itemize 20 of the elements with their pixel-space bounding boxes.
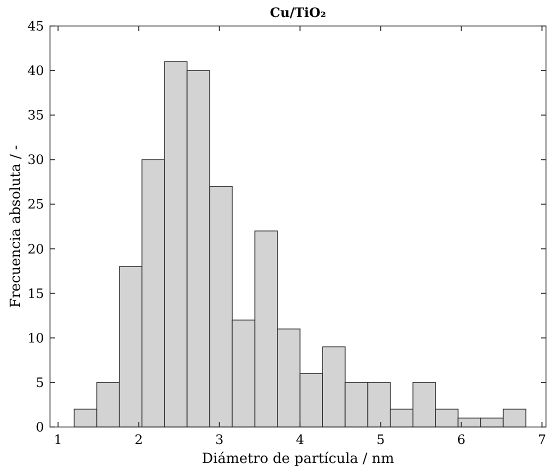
y-tick-label: 40 xyxy=(27,64,44,80)
y-tick-label: 15 xyxy=(27,286,44,302)
y-tick-label: 25 xyxy=(27,198,44,213)
y-tick-label: 0 xyxy=(36,420,44,436)
y-tick-label: 35 xyxy=(27,108,44,124)
y-axis-title: Frecuencia absoluta / - xyxy=(8,144,24,308)
x-axis-title: Diámetro de partícula / nm xyxy=(202,451,394,467)
y-tick-label: 20 xyxy=(27,242,44,258)
x-tick-label: 6 xyxy=(457,433,466,448)
x-tick-label: 7 xyxy=(538,433,546,448)
y-tick-label: 45 xyxy=(27,20,44,34)
chart-title: Cu/TiO₂ xyxy=(270,6,326,21)
y-tick-label: 5 xyxy=(36,376,44,391)
x-tick-label: 3 xyxy=(215,433,224,448)
y-tick-label: 10 xyxy=(27,331,44,346)
x-tick-label: 4 xyxy=(296,433,304,448)
x-tick-label: 5 xyxy=(376,433,385,448)
x-tick-label: 1 xyxy=(54,433,62,448)
x-tick-label: 2 xyxy=(134,433,143,448)
y-tick-label: 30 xyxy=(27,153,44,168)
